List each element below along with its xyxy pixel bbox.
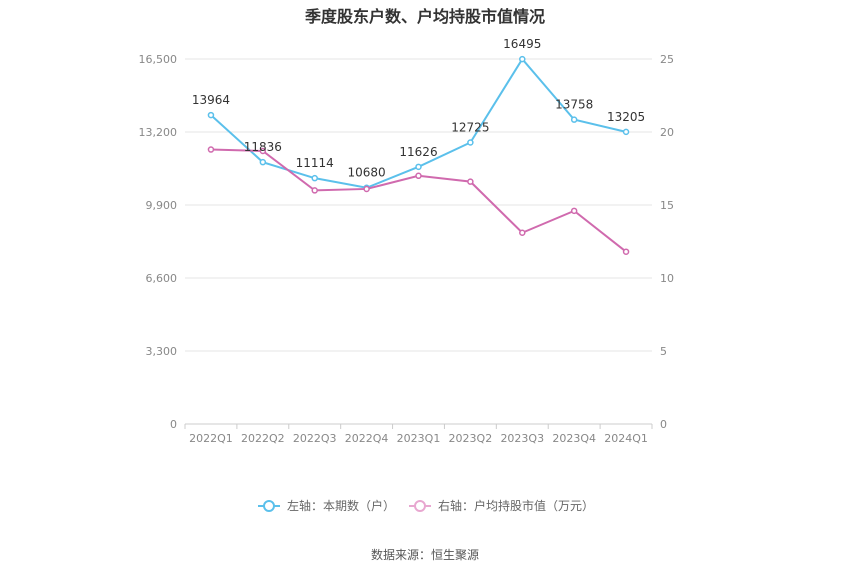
data-point-avg-value <box>259 147 267 155</box>
x-tick-label: 2023Q4 <box>552 432 596 445</box>
data-labels: 13964 11836 11114 10680 11626 12725 16495 13758… <box>192 37 645 180</box>
data-point-holders <box>622 128 630 136</box>
series-group <box>207 55 630 255</box>
data-point-avg-value <box>519 229 526 236</box>
data-point-avg-value <box>363 185 370 193</box>
right-axis-ticks: 0 5 10 15 20 25 <box>660 53 674 431</box>
legend-marker-left <box>263 500 275 512</box>
data-point-avg-value <box>415 172 422 180</box>
legend-item-left[interactable]: 左轴：本期数（户） <box>258 498 395 513</box>
data-point-holders <box>415 163 422 171</box>
x-tick-label: 2022Q1 <box>189 432 233 445</box>
chart-title: 季度股东户数、户均持股市值情况 <box>304 7 545 26</box>
left-tick-label: 6,600 <box>146 272 178 285</box>
data-label: 12725 <box>451 121 489 135</box>
left-tick-label: 13,200 <box>139 126 178 139</box>
data-point-holders <box>519 55 526 63</box>
legend-label-right: 右轴：户均持股市值（万元） <box>438 498 594 513</box>
left-tick-label: 3,300 <box>146 345 178 358</box>
data-label: 10680 <box>348 166 386 180</box>
gridlines <box>185 58 652 425</box>
data-label: 11626 <box>399 145 437 159</box>
x-tick-label: 2023Q3 <box>500 432 544 445</box>
x-tick-label: 2022Q3 <box>293 432 337 445</box>
right-tick-label: 25 <box>660 53 674 66</box>
data-point-holders <box>570 116 578 123</box>
data-label: 13964 <box>192 93 230 107</box>
x-tick-label: 2023Q1 <box>397 432 441 445</box>
x-tick-label: 2022Q4 <box>345 432 389 445</box>
right-tick-label: 10 <box>660 272 674 285</box>
data-point-holders <box>467 139 474 146</box>
x-tick-label: 2024Q1 <box>604 432 648 445</box>
right-tick-label: 0 <box>660 418 667 431</box>
x-tick-label: 2023Q2 <box>449 432 493 445</box>
right-tick-label: 5 <box>660 345 667 358</box>
data-point-avg-value <box>622 248 630 255</box>
data-point-avg-value <box>207 146 215 153</box>
data-point-holders <box>311 174 318 182</box>
data-label: 11114 <box>296 156 334 170</box>
data-label: 11836 <box>244 140 282 154</box>
data-label: 13205 <box>607 110 645 124</box>
left-tick-label: 0 <box>170 418 177 431</box>
legend-item-right[interactable]: 右轴：户均持股市值（万元） <box>409 498 594 513</box>
data-label: 13758 <box>555 98 593 112</box>
data-point-holders <box>207 111 215 119</box>
data-label: 16495 <box>503 37 541 51</box>
legend-marker-right <box>414 500 426 512</box>
x-axis-ticks: 2022Q1 2022Q2 2022Q3 2022Q4 2023Q1 2023Q2 2023… <box>184 424 653 445</box>
source-note: 数据来源：恒生聚源 <box>371 547 479 562</box>
data-point-holders <box>259 158 267 166</box>
legend[interactable]: 左轴：本期数（户） 右轴：户均持股市值（万元） <box>258 498 594 513</box>
right-tick-label: 15 <box>660 199 674 212</box>
data-point-avg-value <box>311 187 318 194</box>
left-tick-label: 9,900 <box>146 199 178 212</box>
data-point-avg-value <box>467 178 474 185</box>
right-tick-label: 20 <box>660 126 674 139</box>
legend-label-left: 左轴：本期数（户） <box>287 498 395 513</box>
data-point-avg-value <box>570 207 578 215</box>
x-tick-label: 2022Q2 <box>241 432 285 445</box>
left-tick-label: 16,500 <box>139 53 178 66</box>
left-axis-ticks: 0 3,300 6,600 9,900 13,200 16,500 <box>139 53 178 431</box>
